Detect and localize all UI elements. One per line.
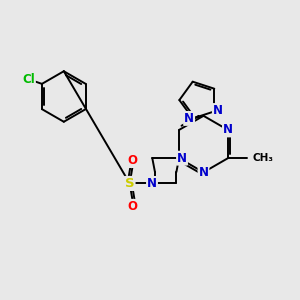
Text: N: N: [223, 123, 233, 136]
Text: N: N: [184, 112, 194, 125]
Text: O: O: [128, 154, 138, 167]
Text: CH₃: CH₃: [253, 153, 274, 163]
Text: N: N: [177, 152, 187, 165]
Text: S: S: [125, 177, 134, 190]
Text: N: N: [199, 166, 208, 179]
Text: Cl: Cl: [22, 73, 35, 86]
Text: O: O: [128, 200, 138, 213]
Text: N: N: [147, 177, 157, 190]
Text: N: N: [213, 104, 223, 117]
